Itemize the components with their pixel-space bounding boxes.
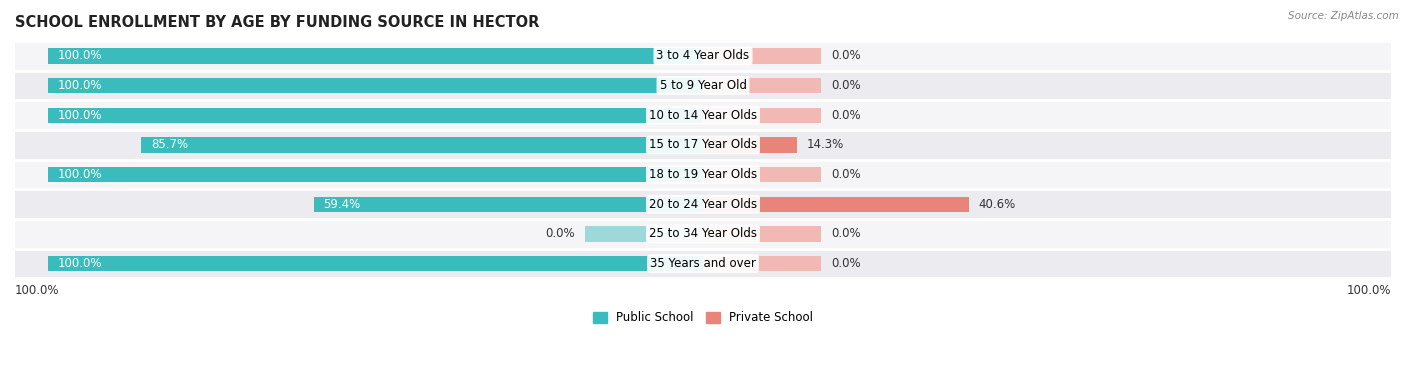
Text: 0.0%: 0.0% bbox=[831, 227, 860, 241]
Text: 0.0%: 0.0% bbox=[831, 257, 860, 270]
Bar bbox=[48, 256, 703, 271]
Text: 25 to 34 Year Olds: 25 to 34 Year Olds bbox=[650, 227, 756, 241]
Text: 100.0%: 100.0% bbox=[1347, 284, 1391, 297]
Text: 100.0%: 100.0% bbox=[58, 109, 103, 122]
Bar bbox=[15, 249, 1391, 279]
Bar bbox=[15, 160, 1391, 189]
Bar bbox=[703, 78, 821, 93]
Bar bbox=[48, 107, 703, 123]
Text: 100.0%: 100.0% bbox=[58, 168, 103, 181]
Bar bbox=[15, 130, 1391, 160]
Text: 100.0%: 100.0% bbox=[58, 257, 103, 270]
Bar bbox=[48, 48, 703, 64]
Text: 15 to 17 Year Olds: 15 to 17 Year Olds bbox=[650, 138, 756, 152]
Text: 0.0%: 0.0% bbox=[546, 227, 575, 241]
Text: Source: ZipAtlas.com: Source: ZipAtlas.com bbox=[1288, 11, 1399, 21]
Text: SCHOOL ENROLLMENT BY AGE BY FUNDING SOURCE IN HECTOR: SCHOOL ENROLLMENT BY AGE BY FUNDING SOUR… bbox=[15, 15, 540, 30]
Text: 0.0%: 0.0% bbox=[831, 109, 860, 122]
Text: 14.3%: 14.3% bbox=[807, 138, 844, 152]
Text: 3 to 4 Year Olds: 3 to 4 Year Olds bbox=[657, 49, 749, 63]
Bar bbox=[15, 41, 1391, 71]
Bar bbox=[703, 137, 797, 153]
Bar bbox=[703, 226, 821, 242]
Bar bbox=[15, 100, 1391, 130]
Text: 20 to 24 Year Olds: 20 to 24 Year Olds bbox=[650, 198, 756, 211]
Legend: Public School, Private School: Public School, Private School bbox=[588, 307, 818, 329]
Text: 10 to 14 Year Olds: 10 to 14 Year Olds bbox=[650, 109, 756, 122]
Text: 0.0%: 0.0% bbox=[831, 79, 860, 92]
Bar bbox=[15, 189, 1391, 219]
Bar bbox=[15, 71, 1391, 100]
Bar bbox=[703, 167, 821, 182]
Bar bbox=[314, 196, 703, 212]
Text: 18 to 19 Year Olds: 18 to 19 Year Olds bbox=[650, 168, 756, 181]
Text: 100.0%: 100.0% bbox=[15, 284, 59, 297]
Bar bbox=[703, 107, 821, 123]
Bar bbox=[15, 219, 1391, 249]
Bar bbox=[142, 137, 703, 153]
Text: 100.0%: 100.0% bbox=[58, 79, 103, 92]
Bar bbox=[48, 167, 703, 182]
Text: 5 to 9 Year Old: 5 to 9 Year Old bbox=[659, 79, 747, 92]
Bar bbox=[703, 48, 821, 64]
Text: 40.6%: 40.6% bbox=[979, 198, 1017, 211]
Text: 0.0%: 0.0% bbox=[831, 168, 860, 181]
Text: 59.4%: 59.4% bbox=[323, 198, 361, 211]
Bar bbox=[703, 256, 821, 271]
Text: 0.0%: 0.0% bbox=[831, 49, 860, 63]
Text: 35 Years and over: 35 Years and over bbox=[650, 257, 756, 270]
Text: 100.0%: 100.0% bbox=[58, 49, 103, 63]
Bar bbox=[48, 78, 703, 93]
Text: 85.7%: 85.7% bbox=[152, 138, 188, 152]
Bar bbox=[585, 226, 703, 242]
Bar bbox=[703, 196, 969, 212]
